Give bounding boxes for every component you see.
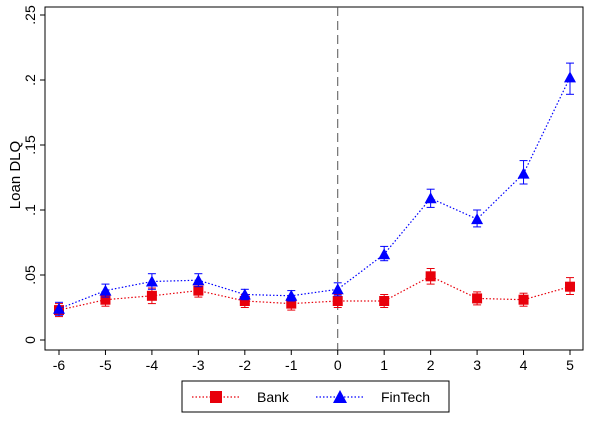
y-tick-label: 0: [22, 336, 38, 344]
data-point-fintech: [53, 302, 65, 314]
legend-fintech-marker: [333, 390, 347, 403]
data-point-bank: [193, 285, 204, 296]
y-axis-title: Loan DLQ: [7, 141, 24, 209]
data-point-bank: [286, 298, 297, 309]
data-point-bank: [100, 294, 111, 305]
data-point-fintech: [378, 248, 391, 260]
data-point-fintech: [424, 192, 437, 204]
data-point-fintech: [517, 167, 530, 179]
series-fintech: [53, 62, 576, 316]
x-tick-label: 4: [520, 357, 528, 373]
series-line-bank: [58, 275, 571, 311]
data-point-bank: [425, 271, 436, 282]
x-tick-label: -2: [239, 357, 252, 373]
legend-fintech-label: FinTech: [381, 389, 430, 405]
series-bank: [54, 268, 575, 318]
x-tick-label: 1: [380, 357, 388, 373]
y-tick-label: .1: [22, 204, 38, 216]
y-tick-label: .25: [22, 5, 38, 25]
data-point-fintech: [564, 71, 576, 83]
x-tick-label: -6: [53, 357, 66, 373]
x-tick-label: -3: [192, 357, 205, 373]
plot-frame: [44, 6, 584, 351]
y-tick-label: .05: [22, 265, 38, 285]
data-point-bank: [239, 296, 250, 306]
data-point-fintech: [238, 288, 251, 300]
data-point-fintech: [285, 289, 298, 301]
x-axis: -6 -5 -4 -3 -2 -1 0 1 2 3 4 5: [53, 350, 574, 373]
legend-bank-marker: [210, 391, 222, 403]
data-point-bank: [332, 296, 343, 306]
data-point-bank: [146, 290, 157, 301]
series-line-fintech: [58, 77, 571, 310]
y-axis: 0 .05 .1 .15 .2 .25: [22, 5, 45, 344]
y-tick-label: .15: [22, 135, 38, 155]
data-point-fintech: [192, 274, 205, 286]
x-tick-label: 5: [566, 357, 574, 373]
data-point-fintech: [145, 275, 158, 287]
x-tick-label: -1: [285, 357, 298, 373]
data-point-fintech: [99, 284, 112, 296]
x-tick-label: 3: [473, 357, 481, 373]
y-tick-label: .2: [22, 74, 38, 86]
x-tick-label: -5: [99, 357, 112, 373]
legend-box: [181, 380, 450, 413]
legend-bank-label: Bank: [257, 389, 290, 405]
legend: Bank FinTech: [181, 380, 450, 413]
x-tick-label: 0: [334, 357, 342, 373]
data-point-bank: [565, 281, 575, 292]
x-tick-label: -4: [146, 357, 159, 373]
data-point-bank: [472, 293, 483, 304]
data-point-fintech: [331, 283, 344, 295]
data-point-bank: [379, 296, 390, 306]
series-layer: [53, 62, 576, 318]
x-tick-label: 2: [427, 357, 435, 373]
data-point-fintech: [471, 213, 484, 225]
data-point-bank: [518, 294, 529, 305]
